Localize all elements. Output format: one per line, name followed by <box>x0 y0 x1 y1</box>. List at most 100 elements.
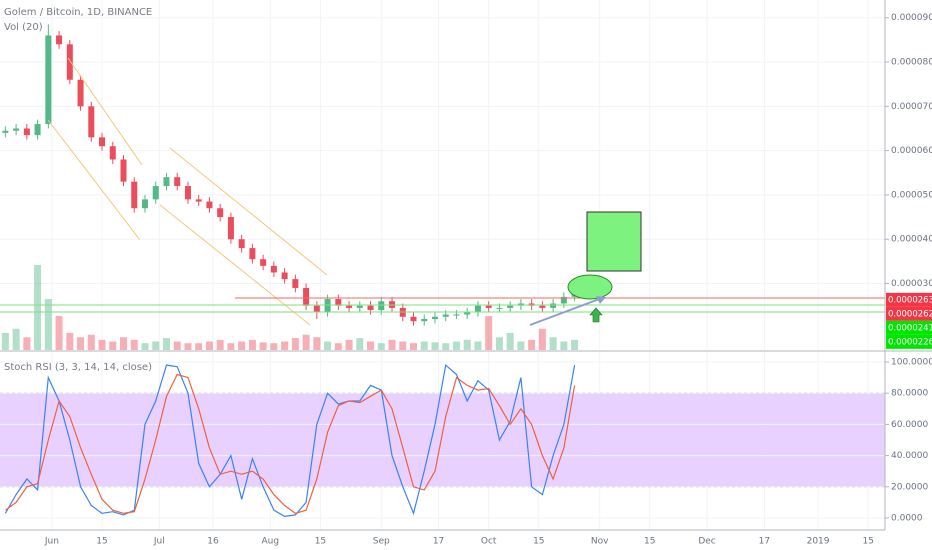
candle-body <box>303 287 310 306</box>
price-label: 0.00002415 <box>888 323 932 333</box>
volume-bar <box>528 339 536 350</box>
candle-body <box>152 186 159 200</box>
x-tick-label: Sep <box>373 537 390 547</box>
candle-body <box>442 314 449 317</box>
volume-bar <box>152 341 160 350</box>
candle-body <box>227 217 234 240</box>
candle-body <box>260 259 267 266</box>
trend-arrow <box>529 297 603 326</box>
volume-bar <box>431 342 439 350</box>
volume-bar <box>420 341 428 350</box>
candle-body <box>141 199 148 209</box>
volume-bar <box>463 339 471 350</box>
x-tick-label: 2019 <box>807 537 830 547</box>
channel-line <box>169 147 328 276</box>
x-tick-label: 17 <box>759 537 770 547</box>
volume-bar <box>399 341 407 350</box>
volume-bar <box>517 341 525 350</box>
candle-body <box>270 265 277 273</box>
volume-bar <box>506 333 514 350</box>
volume-bar <box>410 343 418 350</box>
y-tick-label: 0.00004000 <box>891 235 932 245</box>
volume-bar <box>184 343 192 350</box>
volume-bar <box>162 338 170 350</box>
volume-title: Vol (20) <box>4 22 43 33</box>
y-tick-label: 0.0000 <box>891 513 923 523</box>
candle-body <box>109 146 116 160</box>
price-label-box <box>886 334 932 349</box>
volume-bar <box>388 339 396 350</box>
y-tick-label: 0.00009000 <box>891 13 932 23</box>
arrow-head <box>596 296 606 304</box>
volume-bar <box>324 341 332 350</box>
price-label: 0.00002628 <box>888 309 932 319</box>
volume-bar <box>98 339 106 350</box>
candle-body <box>378 301 385 311</box>
volume-bar <box>248 339 256 350</box>
volume-bar <box>452 341 460 350</box>
candle-body <box>34 124 41 136</box>
candle-body <box>174 177 181 187</box>
volume-bar <box>87 334 95 350</box>
candle-body <box>356 305 363 308</box>
volume-bar <box>313 337 321 350</box>
volume-bar <box>44 299 52 350</box>
candle-body <box>195 199 202 202</box>
candle-body <box>346 305 353 308</box>
drawings <box>0 57 885 326</box>
channel-line <box>47 119 141 241</box>
y-tick-label: 0.00006000 <box>891 146 932 156</box>
candle-body <box>206 201 213 209</box>
candle-body <box>550 303 557 308</box>
volume-bar <box>270 343 278 350</box>
volume-bar <box>23 337 31 350</box>
candle-body <box>13 128 20 131</box>
chart-title: Golem / Bitcoin, 1D, BINANCE <box>4 7 152 18</box>
volume-bar <box>538 328 546 350</box>
volume-bar <box>560 341 568 350</box>
volume-bar <box>302 334 310 350</box>
price-label-box <box>886 320 932 335</box>
candle-body <box>313 305 320 313</box>
band <box>0 393 885 487</box>
candle-body <box>2 130 9 133</box>
y-tick-label: 0.00008000 <box>891 58 932 68</box>
price-label-box <box>886 306 932 321</box>
candle-body <box>281 272 288 280</box>
volume-bar <box>377 343 385 350</box>
volume-bar <box>173 341 181 350</box>
candle-body <box>453 314 460 316</box>
x-tick-label: 15 <box>533 537 544 547</box>
candle-body <box>560 296 567 304</box>
volume-bar <box>367 341 375 350</box>
x-tick-label: 16 <box>207 537 219 547</box>
candle-body <box>45 35 52 125</box>
candle-body <box>217 208 224 218</box>
candle-body <box>292 279 299 288</box>
candle-body <box>507 305 514 308</box>
channel-line <box>67 57 143 166</box>
volume-bar <box>195 343 203 350</box>
candle-body <box>335 299 342 306</box>
x-tick-label: Dec <box>698 537 715 547</box>
candle-body <box>421 318 428 322</box>
candle-body <box>66 44 73 80</box>
price-label-box <box>886 292 932 307</box>
line-series <box>5 373 576 514</box>
candle-body <box>464 312 471 315</box>
candle-body <box>324 299 331 313</box>
candle-body <box>99 137 106 147</box>
volume-bar <box>571 339 579 350</box>
x-tick-label: Jun <box>44 537 59 547</box>
volume-bar <box>216 339 224 350</box>
candle-body <box>485 305 492 308</box>
x-tick-label: 15 <box>96 537 107 547</box>
candle-body <box>539 305 546 308</box>
x-tick-label: Jul <box>153 537 165 547</box>
y-tick-label: 20.0000 <box>891 482 928 492</box>
candle-body <box>88 106 95 138</box>
volume-bar <box>109 341 117 350</box>
volume-bar <box>238 341 246 350</box>
volume-bar <box>130 339 138 350</box>
